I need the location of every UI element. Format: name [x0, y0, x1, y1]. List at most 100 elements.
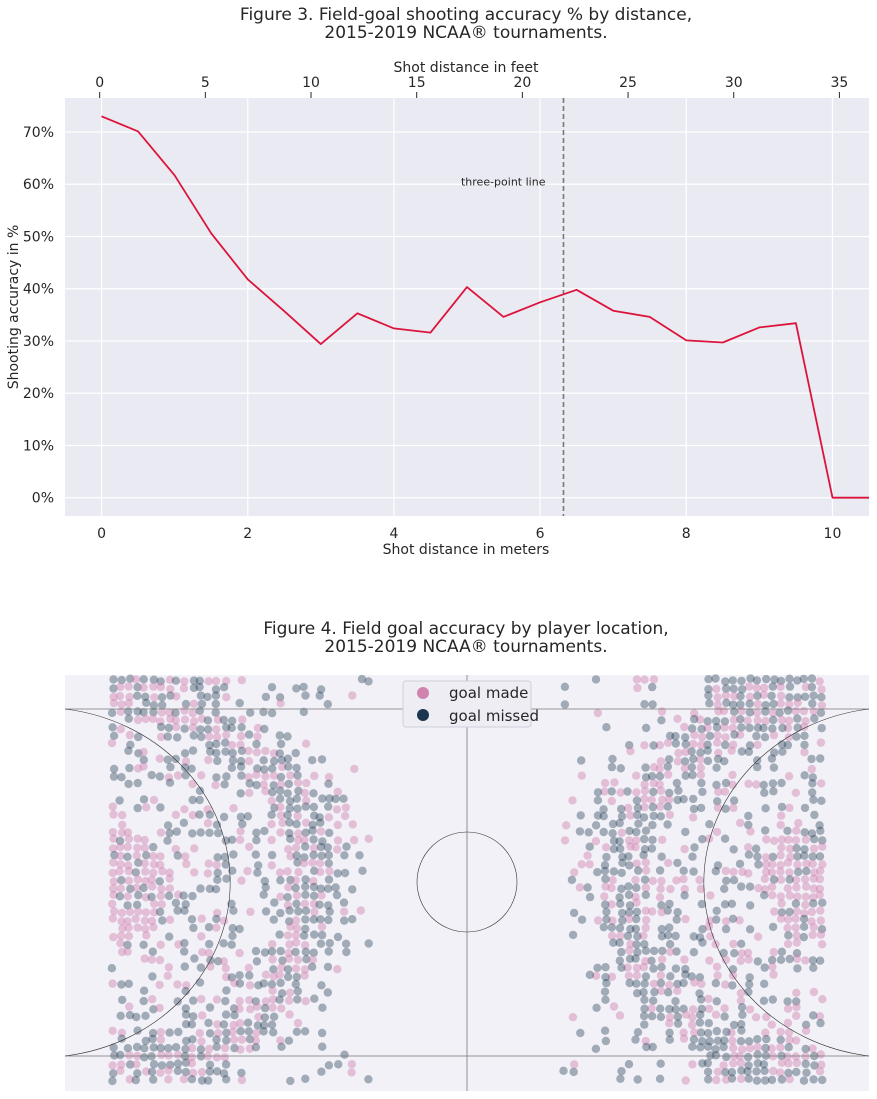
- shot-missed-point: [141, 1036, 150, 1046]
- shot-missed-point: [601, 874, 610, 884]
- shot-missed-point: [738, 1010, 747, 1019]
- shot-missed-point: [727, 1074, 737, 1083]
- shot-missed-point: [737, 1003, 747, 1012]
- shot-missed-point: [719, 1042, 728, 1052]
- shot-missed-point: [593, 796, 603, 805]
- shot-missed-point: [222, 723, 231, 732]
- shot-made-point: [117, 947, 127, 957]
- court-center-circle: [416, 831, 518, 933]
- shot-missed-point: [141, 1011, 150, 1020]
- shot-made-point: [800, 909, 809, 918]
- shot-missed-point: [624, 852, 633, 861]
- shot-missed-point: [649, 964, 658, 973]
- shot-missed-point: [316, 915, 325, 924]
- shot-made-point: [760, 683, 769, 692]
- shot-missed-point: [722, 1027, 731, 1037]
- shot-missed-point: [244, 1027, 253, 1036]
- shot-made-point: [309, 843, 319, 853]
- shot-missed-point: [776, 676, 786, 686]
- shot-missed-point: [609, 836, 619, 846]
- shot-made-point: [776, 892, 785, 901]
- shot-made-point: [655, 764, 664, 774]
- shot-missed-point: [355, 851, 364, 860]
- shot-missed-point: [679, 795, 688, 804]
- shot-made-point: [577, 860, 586, 869]
- shot-missed-point: [324, 947, 333, 956]
- shot-missed-point: [275, 794, 285, 803]
- shot-made-point: [754, 884, 763, 893]
- shot-missed-point: [293, 771, 302, 780]
- chart2-legend: goal made goal missed: [402, 680, 539, 728]
- shot-missed-point: [649, 946, 659, 956]
- shot-missed-point: [259, 979, 268, 988]
- shot-made-point: [768, 1052, 778, 1061]
- shot-made-point: [800, 875, 810, 884]
- shot-made-point: [663, 770, 673, 779]
- shot-missed-point: [656, 812, 665, 821]
- shot-missed-point: [778, 723, 787, 733]
- shot-made-point: [142, 803, 151, 812]
- shot-made-point: [133, 715, 143, 725]
- shot-missed-point: [648, 802, 658, 812]
- shot-made-point: [294, 829, 303, 838]
- shot-made-point: [607, 900, 616, 909]
- shot-missed-point: [195, 786, 205, 795]
- shot-made-point: [728, 780, 737, 789]
- shot-missed-point: [744, 987, 753, 997]
- shot-missed-point: [688, 770, 697, 780]
- shot-missed-point: [188, 746, 198, 755]
- shot-missed-point: [196, 1052, 206, 1061]
- shot-missed-point: [698, 787, 707, 797]
- shot-made-point: [174, 940, 183, 949]
- shot-missed-point: [768, 724, 777, 733]
- shot-made-point: [591, 837, 601, 846]
- shot-missed-point: [754, 860, 763, 869]
- shot-missed-point: [609, 867, 619, 876]
- shot-missed-point: [196, 1045, 206, 1054]
- shot-missed-point: [791, 899, 801, 908]
- shot-missed-point: [315, 813, 324, 822]
- shot-missed-point: [648, 835, 657, 845]
- shot-missed-point: [673, 979, 682, 989]
- shot-made-point: [108, 827, 118, 837]
- shot-made-point: [148, 995, 157, 1004]
- shot-made-point: [816, 1050, 825, 1059]
- shot-made-point: [570, 868, 579, 877]
- shot-made-point: [163, 971, 172, 980]
- shot-made-point: [316, 867, 325, 877]
- shot-made-point: [785, 803, 794, 813]
- shot-made-point: [268, 1003, 277, 1012]
- shot-made-point: [134, 907, 143, 916]
- shot-missed-point: [301, 890, 310, 899]
- shot-made-point: [117, 828, 127, 837]
- shot-missed-point: [126, 740, 135, 749]
- chart1-title-line2: 2015-2019 NCAA® tournaments.: [324, 23, 607, 43]
- shot-missed-point: [149, 675, 159, 684]
- shot-made-point: [570, 1060, 579, 1069]
- shot-missed-point: [132, 1012, 141, 1022]
- shot-made-point: [237, 1075, 247, 1085]
- shot-missed-point: [292, 794, 301, 803]
- shot-made-point: [203, 819, 213, 828]
- shot-missed-point: [252, 780, 261, 790]
- shot-made-point: [809, 884, 819, 893]
- shot-missed-point: [197, 699, 207, 709]
- shot-made-point: [663, 738, 673, 747]
- shot-made-point: [751, 1013, 761, 1022]
- shot-made-point: [665, 981, 674, 990]
- shot-missed-point: [205, 740, 214, 750]
- shot-made-point: [809, 707, 818, 716]
- shot-missed-point: [259, 890, 268, 899]
- shot-missed-point: [577, 756, 586, 765]
- shot-missed-point: [283, 810, 292, 820]
- shot-made-point: [140, 859, 149, 868]
- shot-missed-point: [704, 1075, 713, 1084]
- shot-made-point: [600, 787, 609, 796]
- shot-missed-point: [815, 821, 824, 830]
- shot-made-point: [211, 676, 221, 686]
- shot-made-point: [235, 996, 244, 1006]
- shot-made-point: [817, 779, 826, 788]
- shot-missed-point: [196, 884, 205, 893]
- shot-missed-point: [140, 1044, 149, 1053]
- shot-made-point: [197, 1037, 206, 1046]
